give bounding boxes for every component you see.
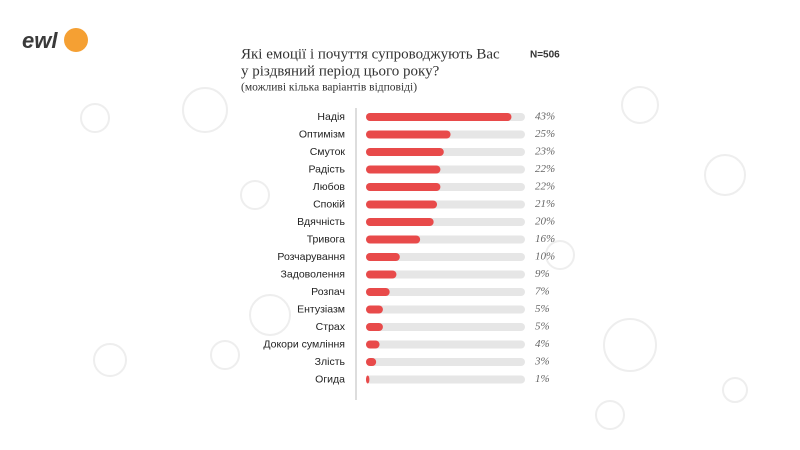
value-label: 43%	[535, 111, 555, 123]
bar	[366, 253, 400, 261]
category-label: Смуток	[310, 146, 346, 158]
category-label: Докори сумління	[263, 338, 345, 350]
chart-title: у різдвяний період цього року?	[241, 63, 440, 79]
value-label: 4%	[535, 338, 550, 350]
value-label: 3%	[534, 356, 550, 368]
category-label: Страх	[316, 321, 346, 333]
value-label: 23%	[535, 146, 555, 158]
bar	[366, 165, 441, 174]
bar-track	[366, 305, 525, 314]
value-label: 1%	[535, 373, 550, 385]
category-label: Ентузіазм	[297, 303, 345, 315]
bar	[366, 305, 383, 314]
logo-icon	[64, 28, 88, 52]
category-label: Огида	[315, 373, 345, 385]
category-label: Злість	[315, 356, 346, 368]
bar	[366, 148, 444, 156]
category-label: Надія	[317, 111, 345, 123]
bar-track	[366, 288, 525, 296]
chart-title: Які емоції і почуття супроводжують Вас	[241, 46, 500, 62]
value-label: 22%	[535, 163, 555, 175]
bar-track	[366, 253, 525, 261]
bar-track	[366, 323, 525, 331]
category-label: Спокій	[313, 198, 345, 210]
bar	[366, 130, 451, 139]
value-label: 22%	[535, 181, 555, 193]
value-label: 10%	[535, 251, 555, 263]
category-label: Розпач	[311, 286, 345, 298]
snowflakes	[80, 86, 748, 430]
value-label: 7%	[535, 286, 550, 298]
bar	[366, 270, 397, 279]
sample-size: N=506	[530, 50, 560, 61]
bar-track	[366, 375, 525, 384]
category-label: Вдячність	[297, 216, 345, 228]
bar	[366, 323, 383, 331]
chart-subtitle: (можливі кілька варіантів відповіді)	[241, 82, 417, 94]
category-label: Задоволення	[281, 268, 345, 280]
bar	[366, 375, 370, 384]
bar	[366, 200, 438, 209]
bar-track	[366, 358, 525, 366]
bar	[366, 288, 390, 296]
category-label: Розчарування	[277, 251, 345, 263]
bar	[366, 340, 380, 349]
bar	[366, 218, 434, 226]
value-label: 21%	[535, 198, 555, 210]
bar-track	[366, 270, 525, 279]
value-label: 5%	[535, 303, 550, 315]
bar	[366, 183, 441, 191]
logo: ewl	[22, 28, 58, 53]
category-label: Любов	[313, 181, 346, 193]
bar-track	[366, 340, 525, 349]
value-label: 25%	[535, 128, 555, 140]
value-label: 5%	[535, 321, 550, 333]
value-label: 20%	[535, 216, 555, 228]
bar	[366, 113, 512, 121]
value-label: 16%	[535, 233, 555, 245]
value-label: 9%	[535, 268, 550, 280]
category-label: Оптимізм	[299, 128, 345, 140]
category-label: Радість	[309, 163, 346, 175]
bar	[366, 235, 421, 244]
category-label: Тривога	[307, 233, 345, 245]
bar	[366, 358, 377, 366]
